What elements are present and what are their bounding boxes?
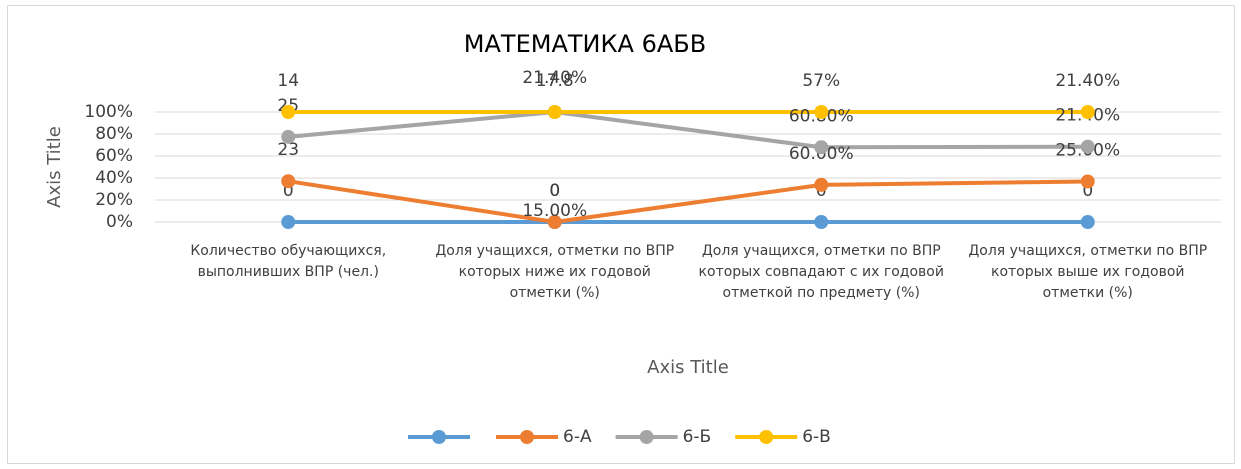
data-label: 17.8 [536, 71, 574, 91]
marker [1080, 215, 1095, 229]
legend-label: 6-А [563, 427, 592, 447]
data-label: 23 [277, 140, 299, 160]
legend-label: 6-В [802, 427, 831, 447]
marker [814, 140, 829, 155]
marker [281, 174, 296, 189]
y-tick-label: 100% [84, 102, 133, 122]
legend-label: 6-Б [683, 427, 712, 447]
x-axis-title: Axis Title [647, 357, 729, 378]
series-line [288, 110, 1088, 150]
data-label: 0 [1082, 181, 1093, 201]
marker [814, 177, 829, 192]
x-tick-label: Количество обучающихся, выполнивших ВПР … [190, 243, 387, 280]
data-label: 0 [549, 181, 560, 201]
data-label: 14 [277, 71, 299, 91]
marker [814, 105, 829, 119]
y-tick-label: 40% [95, 168, 133, 188]
marker [281, 215, 296, 229]
data-label: 57% [802, 71, 840, 91]
legend-marker [759, 430, 774, 444]
marker [281, 105, 296, 119]
marker [1080, 105, 1095, 119]
y-tick-label: 80% [95, 124, 133, 144]
marker [281, 129, 296, 144]
series-line [287, 179, 1088, 224]
marker [547, 105, 562, 119]
y-tick-label: 60% [95, 146, 133, 166]
marker [1080, 174, 1095, 189]
data-label: 21.40% [1055, 71, 1120, 91]
y-tick-label: 0% [106, 212, 133, 232]
y-tick-label: 20% [95, 190, 133, 210]
legend-marker [639, 430, 654, 444]
y-axis-title: Axis Title [44, 126, 65, 208]
data-label: 0 [549, 181, 560, 201]
legend-marker [432, 430, 446, 444]
legend-marker [520, 430, 534, 444]
marker [814, 215, 829, 229]
annotation: 21.40% [522, 68, 587, 88]
data-label: 0 [283, 181, 294, 201]
marker [547, 215, 562, 229]
marker [1080, 139, 1095, 154]
x-tick-label: Доля учащихся, отметки по ВПР которых ни… [435, 243, 675, 301]
chart-title: МАТЕМАТИКА 6АБВ [464, 30, 706, 58]
x-tick-label: Доля учащихся, отметки по ВПР которых вы… [968, 243, 1208, 301]
chart-border [7, 5, 1235, 464]
annotation: 15.00% [522, 201, 587, 221]
x-tick-label: Доля учащихся, отметки по ВПР которых со… [698, 243, 944, 301]
